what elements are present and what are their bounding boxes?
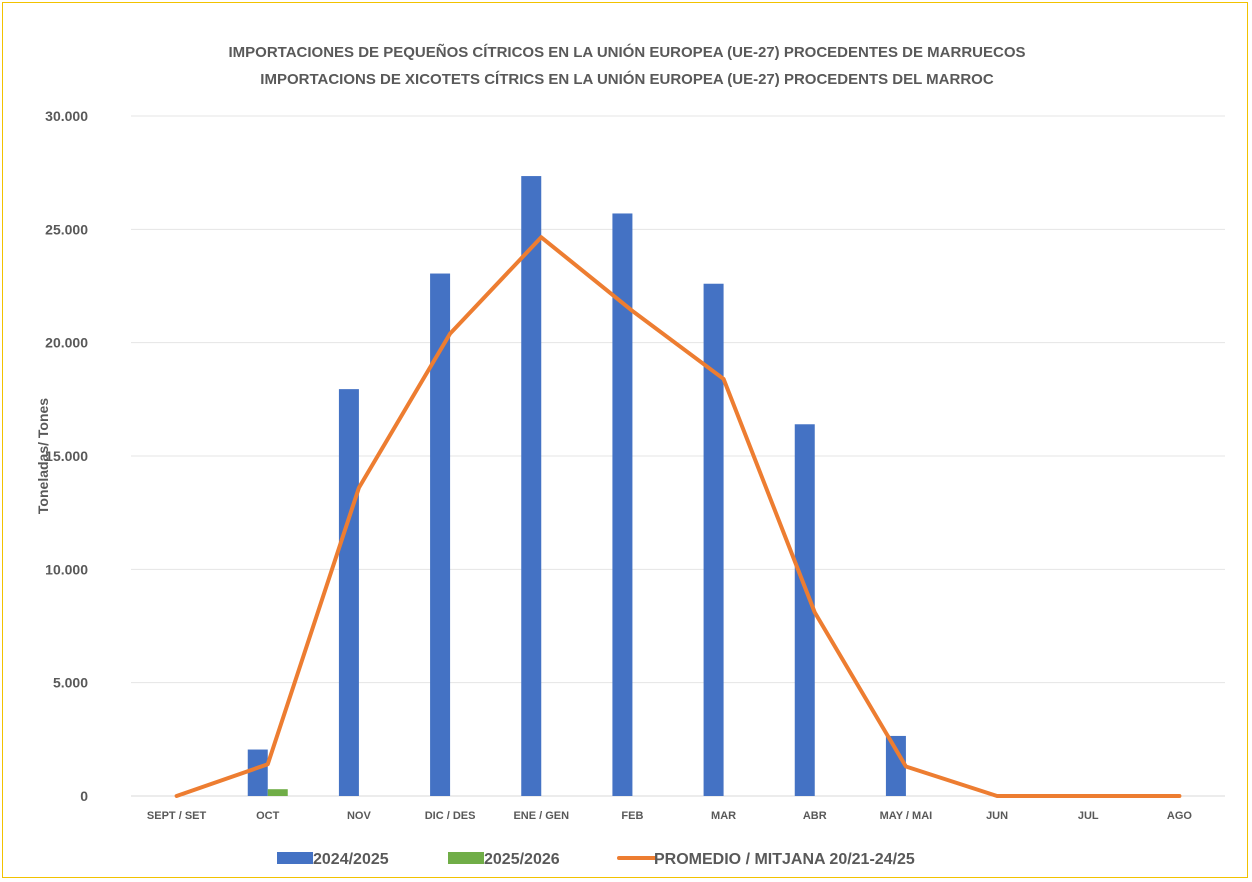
bar-2024-2025-6 <box>703 283 724 796</box>
y-tick-label: 20.000 <box>45 335 88 351</box>
bar-2024-2025-5 <box>612 213 633 796</box>
x-tick-label: OCT <box>256 810 280 822</box>
bar-2024-2025-7 <box>794 424 815 796</box>
x-tick-label: NOV <box>347 810 372 822</box>
bar-2024-2025-2 <box>338 389 359 796</box>
x-tick-label: ABR <box>803 810 827 822</box>
y-tick-label: 30.000 <box>45 108 88 124</box>
x-tick-label: MAR <box>711 810 736 822</box>
y-tick-label: 25.000 <box>45 221 88 237</box>
x-tick-label: ENE / GEN <box>513 810 569 822</box>
legend: 2024/2025 2025/2026 PROMEDIO / MITJANA 20/… <box>277 851 915 868</box>
bar-2025-2026-1 <box>267 789 288 796</box>
y-tick-label: 5.000 <box>53 675 88 691</box>
x-tick-label: MAY / MAI <box>880 810 933 822</box>
legend-label: 2025/2026 <box>484 851 560 868</box>
y-tick-label: 0 <box>80 788 88 804</box>
legend-swatch <box>448 852 484 864</box>
y-tick-label: 10.000 <box>45 561 88 577</box>
chart-svg: IMPORTACIONES DE PEQUEÑOS CÍTRICOS EN LA… <box>35 43 1225 868</box>
x-tick-label: AGO <box>1167 810 1193 822</box>
x-tick-labels: SEPT / SET OCT NOV DIC / DES ENE / GEN FEB MAR… <box>147 810 1192 822</box>
x-tick-label: JUL <box>1078 810 1099 822</box>
bars <box>247 176 906 797</box>
legend-label: PROMEDIO / MITJANA 20/21-24/25 <box>654 851 915 868</box>
y-tick-label: 15.000 <box>45 448 88 464</box>
average-line <box>174 235 1182 798</box>
x-tick-label: JUN <box>986 810 1008 822</box>
y-tick-labels: 0 5.000 10.000 15.000 20.000 25.000 30.000 <box>45 108 88 804</box>
chart-title-line2: IMPORTACIONS DE XICOTETS CÍTRICS EN LA U… <box>260 70 994 88</box>
bar-2024-2025-8 <box>885 735 906 796</box>
bar-2024-2025-3 <box>430 273 451 796</box>
x-tick-label: SEPT / SET <box>147 810 207 822</box>
x-tick-label: DIC / DES <box>425 810 476 822</box>
legend-swatch <box>277 852 313 864</box>
legend-label: 2024/2025 <box>313 851 389 868</box>
chart-title-line1: IMPORTACIONES DE PEQUEÑOS CÍTRICOS EN LA… <box>228 43 1025 61</box>
bar-2024-2025-1 <box>247 749 268 796</box>
x-tick-label: FEB <box>621 810 643 822</box>
gridlines <box>131 115 1225 797</box>
average-series-line <box>174 235 1182 798</box>
bar-2024-2025-4 <box>521 176 542 797</box>
y-axis-label: Toneladas/ Tones <box>35 398 51 514</box>
